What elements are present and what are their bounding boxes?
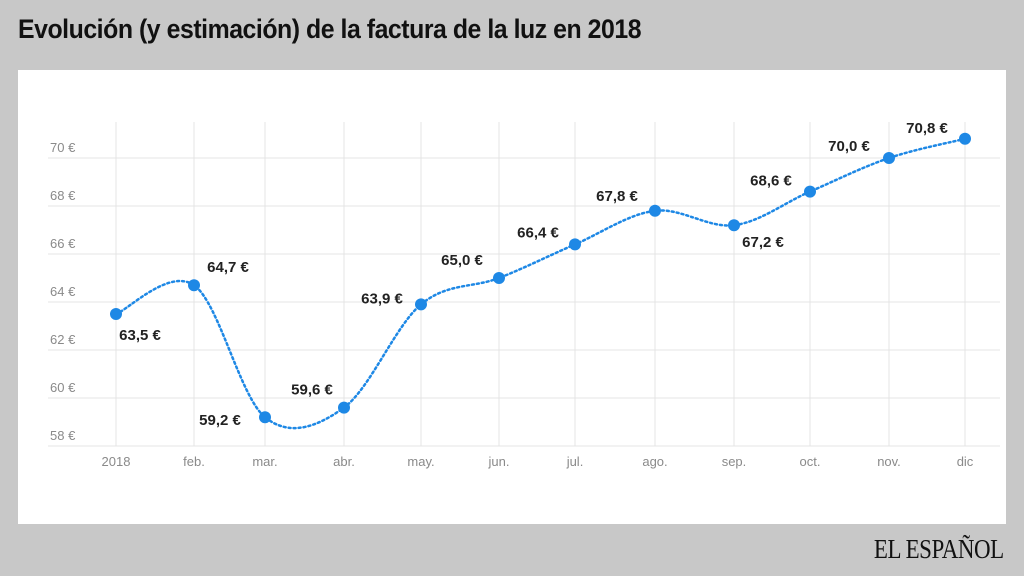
- x-tick-label: dic: [957, 454, 974, 469]
- x-tick-label: may.: [407, 454, 434, 469]
- data-label: 59,2 €: [199, 412, 241, 429]
- y-tick-label: 66 €: [50, 236, 76, 251]
- data-point: [728, 219, 740, 232]
- x-tick-label: sep.: [722, 454, 747, 469]
- data-point: [883, 152, 895, 164]
- data-point: [415, 298, 427, 311]
- y-tick-label: 60 €: [50, 380, 76, 395]
- data-point: [493, 272, 505, 284]
- y-tick-label: 64 €: [50, 284, 76, 299]
- data-label: 65,0 €: [441, 252, 483, 269]
- x-tick-label: 2018: [102, 454, 131, 469]
- data-point: [569, 238, 581, 251]
- x-tick-label: ago.: [642, 454, 667, 469]
- data-label: 63,5 €: [119, 327, 161, 344]
- data-label: 59,6 €: [291, 382, 333, 399]
- data-point: [188, 279, 200, 292]
- series-line: [114, 137, 967, 430]
- data-point: [259, 411, 271, 424]
- x-tick-label: feb.: [183, 454, 205, 469]
- x-tick-label: abr.: [333, 454, 355, 469]
- data-point: [110, 308, 122, 320]
- data-label: 70,8 €: [906, 120, 948, 137]
- x-tick-label: nov.: [877, 454, 901, 469]
- data-label: 67,8 €: [596, 188, 638, 205]
- data-point: [804, 185, 816, 198]
- x-tick-label: oct.: [800, 454, 821, 469]
- x-tick-label: jun.: [488, 454, 510, 469]
- data-point: [338, 401, 350, 414]
- data-label: 68,6 €: [750, 173, 792, 190]
- data-label: 66,4 €: [517, 224, 559, 241]
- y-tick-label: 62 €: [50, 332, 76, 347]
- y-tick-label: 70 €: [50, 140, 76, 155]
- data-label: 64,7 €: [207, 259, 249, 276]
- data-label: 67,2 €: [742, 234, 784, 251]
- x-tick-label: jul.: [566, 454, 584, 469]
- chart-title: Evolución (y estimación) de la factura d…: [18, 14, 642, 44]
- y-tick-label: 58 €: [50, 428, 76, 443]
- el-espanol-logo: EL ESPAÑOL: [874, 534, 1004, 564]
- line-chart: 58 € 60 € 62 € 64 € 66 € 68 € 70 € 2018 feb. mar.…: [48, 120, 1000, 469]
- data-point: [959, 132, 971, 145]
- data-label: 70,0 €: [828, 138, 870, 155]
- chart-card: 58 € 60 € 62 € 64 € 66 € 68 € 70 € 2018 feb. mar.…: [18, 70, 1006, 524]
- data-point: [649, 204, 661, 217]
- y-tick-label: 68 €: [50, 188, 76, 203]
- x-tick-label: mar.: [252, 454, 277, 469]
- data-label: 63,9 €: [361, 290, 403, 307]
